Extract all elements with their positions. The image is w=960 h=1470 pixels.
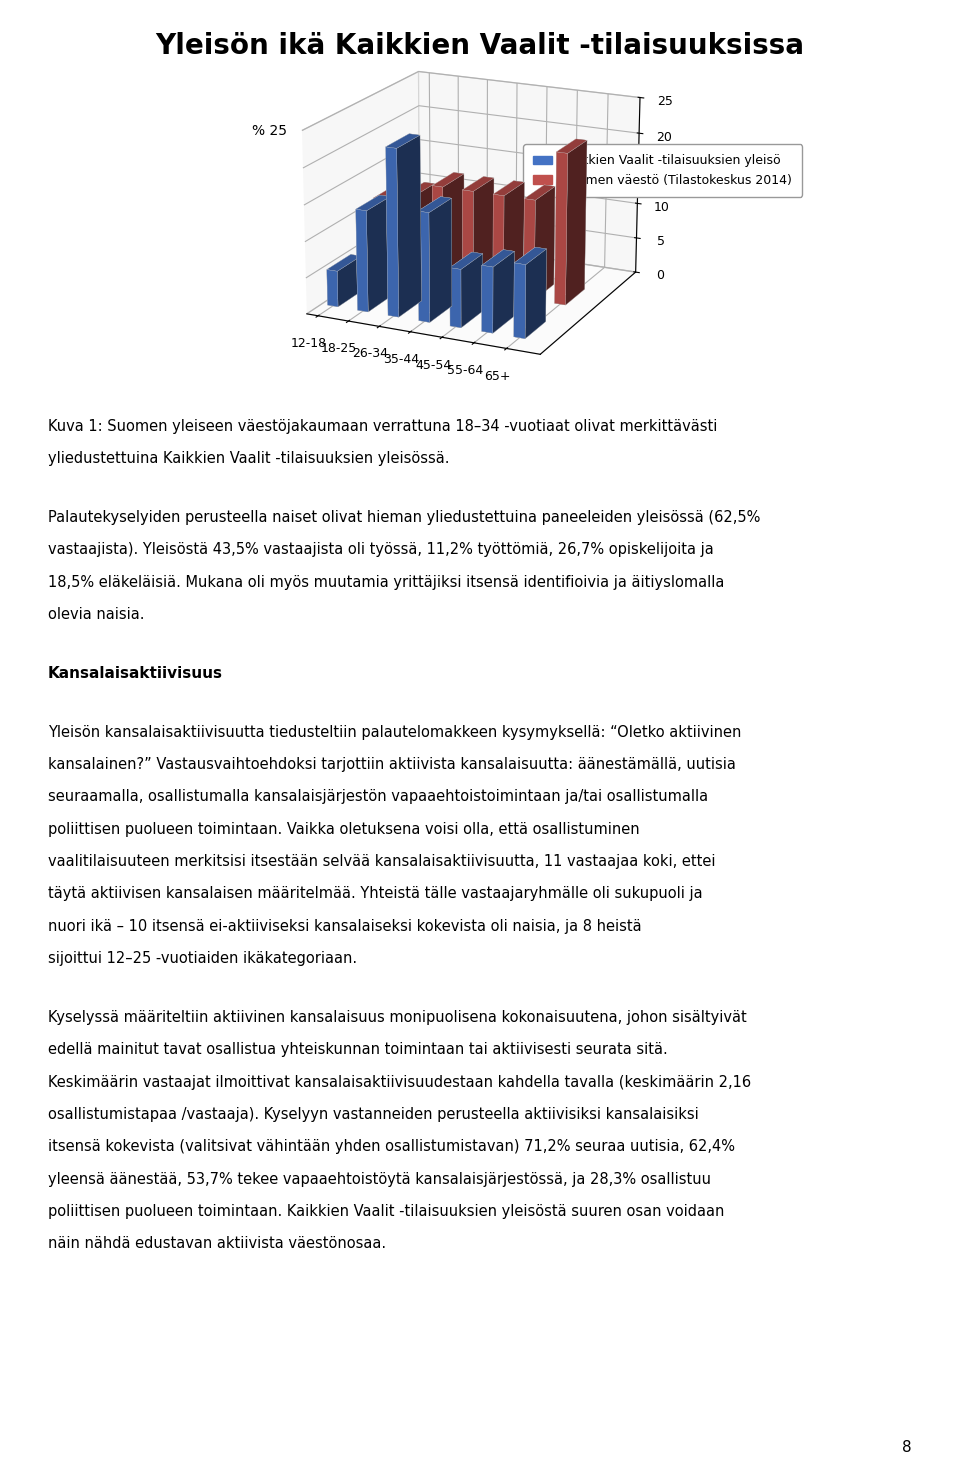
Text: sijoittui 12–25 -vuotiaiden ikäkategoriaan.: sijoittui 12–25 -vuotiaiden ikäkategoria…	[48, 951, 357, 966]
Text: yliedustettuina Kaikkien Vaalit -tilaisuuksien yleisössä.: yliedustettuina Kaikkien Vaalit -tilaisu…	[48, 451, 449, 466]
Text: Yleisön kansalaisaktiivisuutta tiedusteltiin palautelomakkeen kysymyksellä: “Ole: Yleisön kansalaisaktiivisuutta tiedustel…	[48, 725, 741, 739]
Text: Yleisön ikä Kaikkien Vaalit -tilaisuuksissa: Yleisön ikä Kaikkien Vaalit -tilaisuuksi…	[156, 32, 804, 60]
Text: kansalainen?” Vastausvaihtoehdoksi tarjottiin aktiivista kansalaisuutta: äänestä: kansalainen?” Vastausvaihtoehdoksi tarjo…	[48, 757, 736, 772]
Text: osallistumistapaa /vastaaja). Kyselyyn vastanneiden perusteella aktiivisiksi kan: osallistumistapaa /vastaaja). Kyselyyn v…	[48, 1107, 699, 1122]
Text: vaalitilaisuuteen merkitsisi itsestään selvää kansalaisaktiivisuutta, 11 vastaaj: vaalitilaisuuteen merkitsisi itsestään s…	[48, 854, 715, 869]
Text: poliittisen puolueen toimintaan. Vaikka oletuksena voisi olla, että osallistumin: poliittisen puolueen toimintaan. Vaikka …	[48, 822, 639, 836]
Text: olevia naisia.: olevia naisia.	[48, 607, 145, 622]
Text: itsensä kokevista (valitsivat vähintään yhden osallistumistavan) 71,2% seuraa uu: itsensä kokevista (valitsivat vähintään …	[48, 1139, 735, 1154]
Text: edellä mainitut tavat osallistua yhteiskunnan toimintaan tai aktiivisesti seurat: edellä mainitut tavat osallistua yhteisk…	[48, 1042, 668, 1057]
Text: Keskimäärin vastaajat ilmoittivat kansalaisaktiivisuudestaan kahdella tavalla (k: Keskimäärin vastaajat ilmoittivat kansal…	[48, 1075, 751, 1089]
Text: % 25: % 25	[252, 123, 287, 138]
Text: poliittisen puolueen toimintaan. Kaikkien Vaalit -tilaisuuksien yleisöstä suuren: poliittisen puolueen toimintaan. Kaikkie…	[48, 1204, 725, 1219]
Text: yleensä äänestää, 53,7% tekee vapaaehtoistöytä kansalaisjärjestössä, ja 28,3% os: yleensä äänestää, 53,7% tekee vapaaehtoi…	[48, 1172, 711, 1186]
Text: Kuva 1: Suomen yleiseen väestöjakaumaan verrattuna 18–34 -vuotiaat olivat merkit: Kuva 1: Suomen yleiseen väestöjakaumaan …	[48, 419, 717, 434]
Text: Kansalaisaktiivisuus: Kansalaisaktiivisuus	[48, 666, 223, 681]
Text: 18,5% eläkeläisiä. Mukana oli myös muutamia yrittäjiksi itsensä identifioivia ja: 18,5% eläkeläisiä. Mukana oli myös muuta…	[48, 575, 725, 589]
Text: seuraamalla, osallistumalla kansalaisjärjestön vapaaehtoistoimintaan ja/tai osal: seuraamalla, osallistumalla kansalaisjär…	[48, 789, 708, 804]
Text: näin nähdä edustavan aktiivista väestönosaa.: näin nähdä edustavan aktiivista väestöno…	[48, 1236, 386, 1251]
Text: Palautekyselyiden perusteella naiset olivat hieman yliedustettuina paneeleiden y: Palautekyselyiden perusteella naiset oli…	[48, 510, 760, 525]
Text: täytä aktiivisen kansalaisen määritelmää. Yhteistä tälle vastaajaryhmälle oli su: täytä aktiivisen kansalaisen määritelmää…	[48, 886, 703, 901]
Text: vastaajista). Yleisöstä 43,5% vastaajista oli työssä, 11,2% työttömiä, 26,7% opi: vastaajista). Yleisöstä 43,5% vastaajist…	[48, 542, 713, 557]
Text: 8: 8	[902, 1441, 912, 1455]
Text: nuori ikä – 10 itsensä ei-aktiiviseksi kansalaiseksi kokevista oli naisia, ja 8 : nuori ikä – 10 itsensä ei-aktiiviseksi k…	[48, 919, 641, 933]
Text: Kyselyssä määriteltiin aktiivinen kansalaisuus monipuolisena kokonaisuutena, joh: Kyselyssä määriteltiin aktiivinen kansal…	[48, 1010, 747, 1025]
Legend: Kaikkien Vaalit -tilaisuuksien yleisö, Suomen väestö (Tilastokeskus 2014): Kaikkien Vaalit -tilaisuuksien yleisö, S…	[523, 144, 802, 197]
